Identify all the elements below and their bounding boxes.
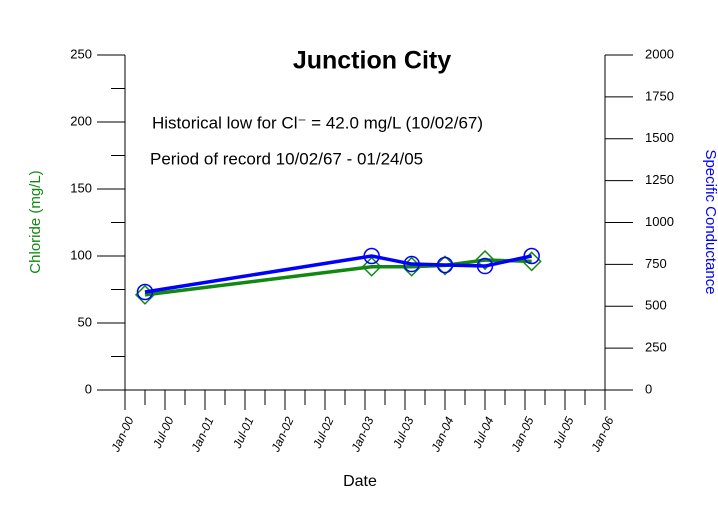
y-axis-label: Chloride (mg/L): [27, 170, 44, 273]
y2-tick-label: 250: [645, 340, 667, 355]
y-tick-label: 250: [70, 46, 92, 61]
x-tick-label: Jan-05: [508, 414, 537, 454]
y2-axis-label: Specific Conductance: [702, 149, 718, 294]
y2-tick-label: 0: [645, 381, 652, 396]
marker: [361, 256, 382, 277]
x-axis-label: Date: [343, 473, 377, 490]
marker: [474, 249, 496, 271]
x-tick-label: Jan-03: [348, 414, 377, 454]
y-tick-label: 50: [78, 314, 92, 329]
x-tick-label: Jul-03: [390, 414, 417, 451]
x-tick-label: Jul-05: [550, 414, 577, 451]
marker: [363, 247, 380, 265]
x-tick-label: Jan-06: [588, 414, 617, 454]
marker: [136, 283, 154, 301]
marker: [476, 257, 494, 275]
marker: [523, 247, 540, 265]
x-tick-label: Jul-00: [150, 414, 177, 451]
x-tick-label: Jul-02: [310, 414, 337, 451]
x-tick-label: Jan-04: [428, 414, 457, 454]
annotation: Historical low for Cl⁻ = 42.0 mg/L (10/0…: [152, 113, 483, 132]
x-tick-label: Jan-02: [268, 414, 297, 454]
y2-tick-label: 1500: [645, 130, 674, 145]
y2-tick-label: 1250: [645, 172, 674, 187]
x-tick-label: Jul-01: [230, 415, 257, 451]
marker: [403, 255, 420, 273]
marker: [436, 256, 454, 274]
annotation: Period of record 10/02/67 - 01/24/05: [150, 149, 423, 168]
x-tick-label: Jan-00: [108, 414, 137, 454]
x-tick-label: Jul-04: [470, 414, 497, 451]
y2-tick-label: 1000: [645, 214, 674, 229]
marker: [434, 255, 456, 276]
y-tick-label: 100: [70, 247, 92, 262]
y-tick-label: 150: [70, 180, 92, 195]
x-tick-label: Jan-01: [188, 415, 217, 455]
y2-tick-label: 750: [645, 256, 667, 271]
y-tick-label: 0: [85, 381, 92, 396]
chart-title: Junction City: [293, 47, 451, 75]
y2-tick-label: 500: [645, 298, 667, 313]
y2-tick-label: 2000: [645, 46, 674, 61]
y2-tick-label: 1750: [645, 88, 674, 103]
y-tick-label: 200: [70, 113, 92, 128]
